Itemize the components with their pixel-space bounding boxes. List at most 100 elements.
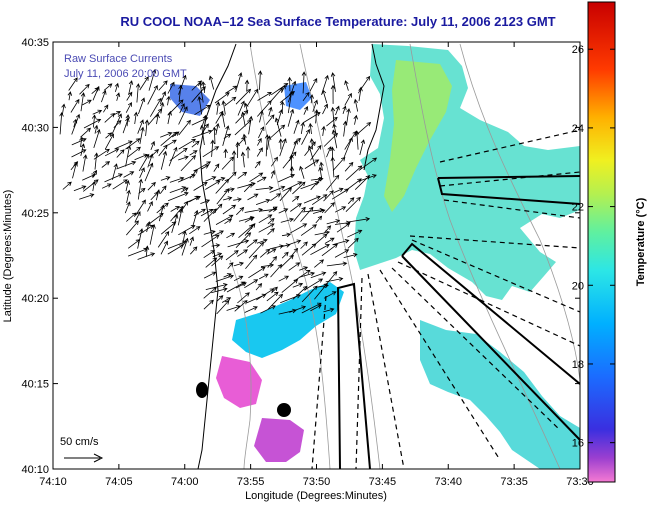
current-vector [212, 126, 217, 145]
current-vector [254, 160, 261, 169]
current-vector [215, 178, 230, 194]
current-vector [270, 170, 276, 179]
current-vector [282, 181, 303, 192]
current-vector [248, 266, 266, 279]
current-vector [312, 208, 326, 214]
x-tick-label: 73:50 [303, 476, 331, 488]
current-vector [213, 163, 220, 172]
current-vector [303, 105, 309, 115]
current-vector [257, 176, 267, 183]
current-vector [94, 152, 99, 170]
sst-region-cold-patch [216, 356, 262, 408]
current-vector [125, 179, 130, 192]
current-vector [289, 139, 298, 162]
current-vector [126, 189, 131, 204]
x-tick-label: 74:10 [39, 476, 67, 488]
current-vector [227, 239, 250, 248]
current-vector [191, 140, 200, 148]
current-vector [189, 236, 194, 246]
current-vector [322, 103, 328, 115]
current-vector [311, 194, 328, 206]
current-vector [353, 114, 358, 125]
current-vector [330, 84, 336, 104]
y-tick-label: 40:10 [21, 464, 49, 476]
current-vector [280, 217, 295, 223]
current-vector [216, 299, 230, 315]
current-vector [201, 234, 220, 248]
current-vector [309, 77, 318, 92]
current-vector [300, 206, 314, 222]
current-vector [270, 263, 283, 278]
colorbar-tick-label: 16 [572, 438, 584, 450]
current-vector [249, 172, 264, 182]
colorbar-tick-label: 24 [572, 123, 584, 135]
current-vector [270, 193, 281, 202]
current-vector [70, 98, 80, 113]
current-vector [104, 112, 116, 123]
current-vector [279, 187, 292, 202]
current-vector [159, 185, 167, 194]
current-vector [308, 122, 313, 135]
current-vector [178, 84, 183, 102]
current-vector [59, 111, 64, 135]
current-vector [127, 146, 141, 158]
current-vector [221, 100, 227, 115]
current-vector [167, 244, 184, 255]
current-vector [231, 150, 237, 172]
current-vector [310, 304, 322, 312]
current-vector [177, 208, 184, 226]
current-vector [280, 254, 294, 269]
current-vector [82, 99, 92, 106]
current-vector [315, 215, 323, 224]
current-vector [357, 75, 371, 94]
current-vector [72, 161, 78, 179]
current-vector [221, 297, 232, 303]
current-vector [216, 188, 230, 205]
current-vector [310, 244, 330, 256]
current-vector [260, 305, 276, 314]
current-vector [178, 106, 188, 125]
current-vector [326, 116, 338, 127]
current-vector [301, 128, 310, 145]
current-vector [334, 220, 351, 226]
current-vector [192, 209, 199, 227]
current-vector [244, 207, 264, 213]
current-vector [300, 181, 320, 190]
current-vector [342, 105, 347, 115]
current-vector [199, 124, 205, 146]
current-vector [158, 144, 168, 157]
current-vector [226, 305, 241, 311]
current-vector [157, 231, 170, 248]
current-vector [201, 114, 207, 127]
current-vector [333, 187, 344, 193]
current-vector [91, 169, 98, 178]
current-vector [80, 92, 86, 112]
x-axis-label: Longitude (Degrees:Minutes) [245, 490, 387, 502]
current-vector [244, 217, 255, 223]
y-tick-label: 40:25 [21, 208, 49, 220]
current-vector [138, 153, 150, 172]
current-vector [160, 240, 168, 255]
current-vector [331, 129, 338, 149]
current-vector [215, 274, 234, 282]
current-vector [281, 232, 292, 238]
current-vector [258, 223, 275, 233]
current-vector [300, 121, 305, 134]
current-vector [278, 275, 290, 282]
current-vector [169, 147, 188, 162]
current-vector [266, 291, 279, 302]
current-vector [271, 286, 278, 294]
current-vector [304, 159, 320, 169]
current-vector [269, 87, 283, 103]
y-tick-label: 40:20 [21, 293, 49, 305]
current-vector [167, 139, 177, 146]
current-vector [115, 140, 133, 149]
current-vector [259, 207, 278, 212]
current-vector [257, 70, 263, 90]
buoy-marker-1 [196, 382, 208, 398]
current-vector [358, 86, 363, 102]
current-vector [101, 161, 111, 168]
current-vector [215, 214, 234, 225]
current-vector [264, 134, 270, 157]
y-tick-label: 40:35 [21, 37, 49, 49]
